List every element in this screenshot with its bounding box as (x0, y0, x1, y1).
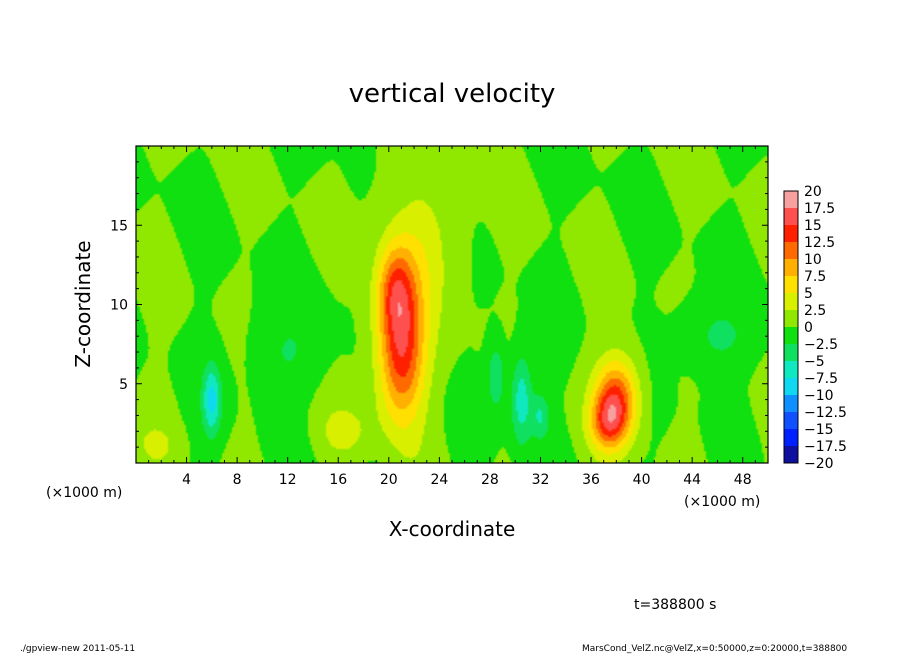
colorbar-label: 2.5 (804, 303, 826, 319)
time-label: t=388800 s (634, 597, 716, 613)
colorbar-label: −2.5 (804, 337, 838, 353)
colorbar-swatch (784, 242, 798, 259)
colorbar-swatch (784, 327, 798, 344)
colorbar-label: 20 (804, 184, 822, 200)
colorbar-label: 0 (804, 320, 813, 336)
colorbar-label: 12.5 (804, 235, 835, 251)
x-tick-label: 32 (532, 472, 550, 488)
footer-left: ./gpview-new 2011-05-11 (20, 644, 135, 654)
colorbar-swatch (784, 378, 798, 395)
heatmap-field (136, 146, 768, 463)
colorbar-swatch (784, 191, 798, 208)
colorbar-label: 7.5 (804, 269, 826, 285)
x-axis-ticks: 4 8 12 16 20 24 28 32 36 40 44 48 (148, 146, 756, 488)
colorbar-swatch (784, 344, 798, 361)
colorbar-label: 15 (804, 218, 822, 234)
colorbar-swatch (784, 208, 798, 225)
colorbar-swatch (784, 412, 798, 429)
colorbar: 2017.51512.5107.552.50−2.5−5−7.5−10−12.5… (783, 184, 847, 472)
colorbar-label: −17.5 (804, 439, 847, 455)
colorbar-label: −5 (804, 354, 825, 370)
y-axis-ticks: 5 10 15 (110, 161, 768, 448)
x-tick-label: 44 (683, 472, 701, 488)
y-tick-label: 10 (110, 298, 128, 314)
colorbar-label: −10 (804, 388, 834, 404)
chart-title: vertical velocity (349, 79, 556, 109)
x-tick-label: 40 (633, 472, 651, 488)
colorbar-frame (783, 190, 799, 464)
colorbar-label: 17.5 (804, 201, 835, 217)
colorbar-swatch (784, 446, 798, 463)
y-tick-label: 5 (119, 377, 128, 393)
colorbar-swatch (784, 293, 798, 310)
colorbar-label: 10 (804, 252, 822, 268)
x-tick-label: 48 (734, 472, 752, 488)
x-tick-label: 4 (182, 472, 191, 488)
colorbar-label: 5 (804, 286, 813, 302)
colorbar-swatch (784, 395, 798, 412)
x-tick-label: 36 (582, 472, 600, 488)
colorbar-label: −7.5 (804, 371, 838, 387)
colorbar-label: −20 (804, 456, 834, 472)
x-tick-label: 28 (481, 472, 499, 488)
x-axis-label: X-coordinate (389, 517, 516, 541)
x-axis-unit-right: (×1000 m) (684, 494, 760, 510)
colorbar-label: −12.5 (804, 405, 847, 421)
x-tick-label: 16 (329, 472, 347, 488)
x-tick-label: 8 (233, 472, 242, 488)
x-axis-unit-left: (×1000 m) (46, 485, 122, 501)
x-tick-label: 12 (279, 472, 297, 488)
colorbar-swatch (784, 259, 798, 276)
colorbar-swatch (784, 429, 798, 446)
colorbar-swatch (784, 361, 798, 378)
y-axis-label: Z-coordinate (71, 240, 95, 367)
x-tick-label: 24 (430, 472, 448, 488)
y-tick-label: 15 (110, 218, 128, 234)
x-tick-label: 20 (380, 472, 398, 488)
colorbar-swatch (784, 310, 798, 327)
colorbar-label: −15 (804, 422, 834, 438)
colorbar-swatch (784, 276, 798, 293)
footer-right: MarsCond_VelZ.nc@VelZ,x=0:50000,z=0:2000… (582, 644, 847, 654)
colorbar-swatch (784, 225, 798, 242)
